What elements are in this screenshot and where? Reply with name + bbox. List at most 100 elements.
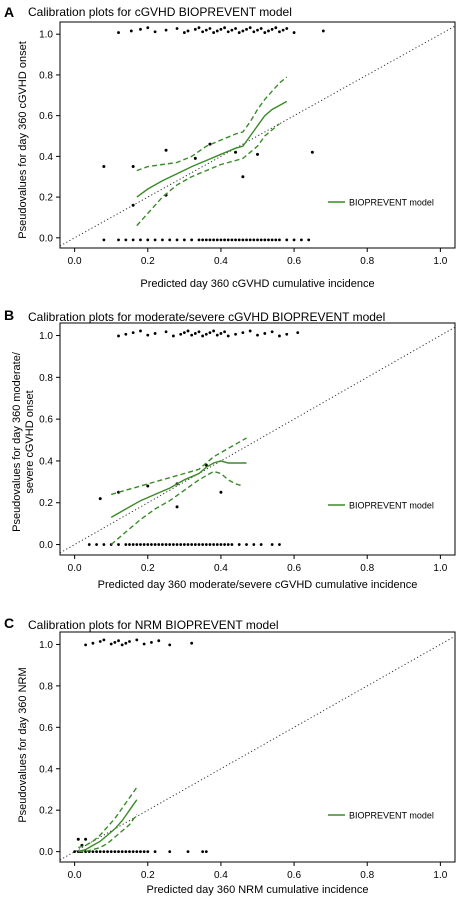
data-point <box>124 543 128 546</box>
data-point <box>124 332 128 336</box>
data-point <box>164 330 168 334</box>
data-point <box>146 26 150 30</box>
data-point <box>135 543 139 546</box>
data-point <box>168 850 172 854</box>
x-tick-label: 0.8 <box>360 870 374 881</box>
data-point <box>190 238 194 242</box>
data-point <box>84 837 88 841</box>
data-point <box>164 28 168 32</box>
data-point <box>230 28 234 32</box>
data-point <box>186 329 190 333</box>
data-point <box>259 543 263 546</box>
model-curve <box>110 460 247 519</box>
data-point <box>168 238 172 242</box>
data-point <box>270 543 274 546</box>
data-point <box>186 850 190 854</box>
plot-frame <box>59 322 456 556</box>
data-point <box>146 238 150 242</box>
data-point <box>135 850 139 854</box>
data-point <box>256 333 259 337</box>
x-tick-label: 0.6 <box>287 563 301 574</box>
data-point <box>197 543 201 546</box>
data-point <box>241 29 245 33</box>
panel-letter: A <box>4 4 14 20</box>
data-point <box>153 543 157 546</box>
data-point <box>120 643 124 647</box>
y-tick-label: 0.6 <box>39 415 53 426</box>
data-point <box>113 850 117 854</box>
legend: BIOPREVENT model <box>328 811 434 821</box>
data-point <box>223 543 226 546</box>
data-point <box>129 29 133 33</box>
data-point <box>245 543 248 546</box>
data-point <box>252 238 256 242</box>
data-point <box>234 150 238 154</box>
legend-label: BIOPREVENT model <box>349 501 434 511</box>
data-point <box>142 543 146 546</box>
chart-title: Calibration plots for cGVHD BIOPREVENT m… <box>28 5 292 19</box>
data-point <box>175 543 179 546</box>
data-point <box>234 27 237 30</box>
data-point <box>193 332 197 335</box>
data-point <box>278 30 281 34</box>
data-point <box>208 238 212 242</box>
x-tick-label: 0.8 <box>360 256 374 267</box>
y-tick-label: 0.4 <box>39 456 53 467</box>
data-point <box>150 543 153 546</box>
data-point <box>95 543 98 546</box>
y-tick-label: 0.8 <box>39 70 53 81</box>
chart-panel-b: B Calibration plots for moderate/severe c… <box>4 307 456 591</box>
data-point <box>270 27 274 31</box>
data-point <box>201 334 205 338</box>
x-tick-label: 0.6 <box>287 256 301 267</box>
data-point <box>102 850 106 854</box>
confidence-band-upper <box>111 437 247 496</box>
data-point <box>215 543 219 546</box>
data-point <box>226 334 230 338</box>
data-point <box>234 238 237 242</box>
data-point <box>215 238 219 242</box>
data-point <box>201 238 205 242</box>
data-point <box>208 331 212 335</box>
data-point <box>197 330 201 334</box>
data-point <box>161 543 164 546</box>
data-point <box>259 238 263 242</box>
confidence-band-upper <box>136 76 288 172</box>
data-point <box>153 238 157 242</box>
data-point <box>117 238 120 242</box>
data-point <box>76 837 80 841</box>
reference-line <box>60 25 455 247</box>
y-tick-label: 0.2 <box>39 498 53 509</box>
data-point <box>139 329 142 333</box>
data-point <box>128 543 131 546</box>
data-point <box>193 156 197 160</box>
data-point <box>131 850 135 854</box>
data-point <box>131 165 135 169</box>
data-point <box>91 641 95 645</box>
y-tick-label: 0.6 <box>39 111 53 122</box>
data-point <box>256 152 259 156</box>
plot-frame <box>59 631 456 863</box>
y-tick-label: 0.0 <box>39 847 53 858</box>
legend: BIOPREVENT model <box>328 501 434 511</box>
data-point <box>292 238 296 242</box>
data-point <box>321 29 325 33</box>
data-point <box>219 27 223 31</box>
y-axis-label: Pseudovalues for day 360 cGVHD onset <box>17 41 29 239</box>
data-point <box>267 29 270 33</box>
data-point <box>267 238 270 242</box>
x-tick-label: 0.8 <box>360 563 374 574</box>
x-tick-label: 0.4 <box>214 870 228 881</box>
x-tick-label: 0.2 <box>141 563 155 574</box>
x-tick-label: 0.2 <box>141 256 155 267</box>
data-point <box>270 330 274 334</box>
confidence-band-lower <box>136 123 280 227</box>
data-point <box>153 30 157 34</box>
legend-label: BIOPREVENT model <box>349 198 434 208</box>
data-point <box>212 31 216 34</box>
data-point <box>146 333 150 337</box>
y-tick-label: 1.0 <box>39 640 53 651</box>
data-point <box>171 543 175 546</box>
data-point <box>102 238 106 242</box>
